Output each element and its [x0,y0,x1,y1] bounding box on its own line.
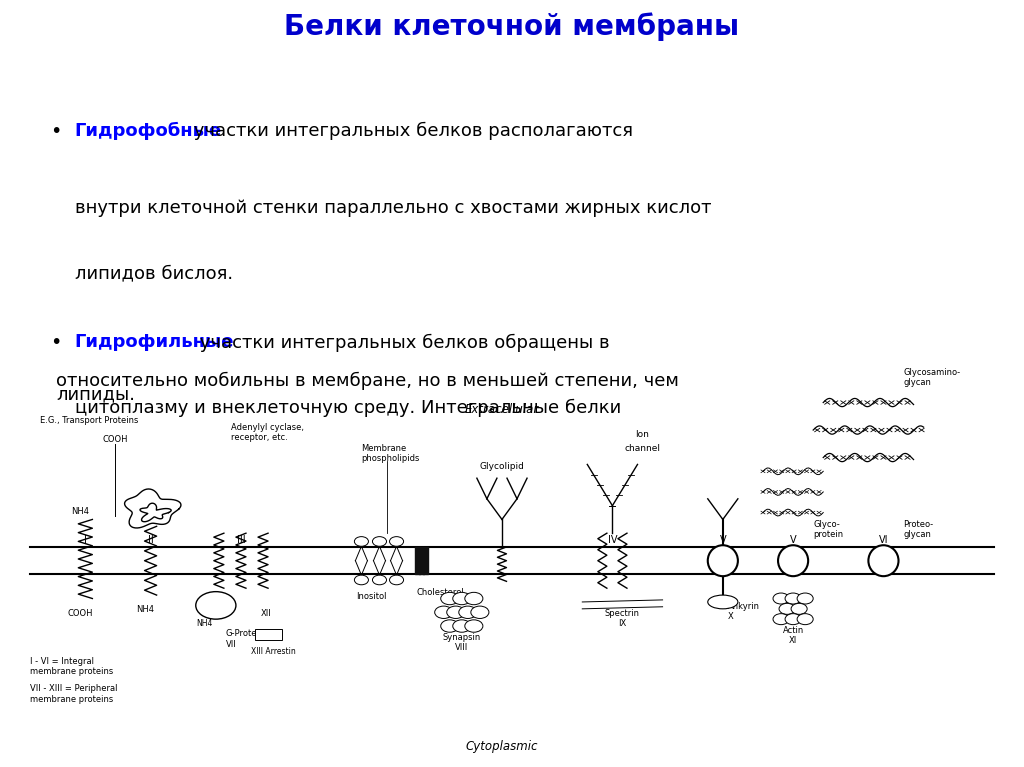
Text: относительно мобильны в мембране, но в меньшей степени, чем: относительно мобильны в мембране, но в м… [56,371,679,390]
Text: IX: IX [618,619,627,628]
Text: II: II [147,535,154,545]
Circle shape [354,575,369,584]
Text: Spectrin: Spectrin [605,609,640,617]
Text: участки интегральных белков располагаются: участки интегральных белков располагаютс… [187,122,633,140]
Circle shape [453,620,471,632]
Text: XII: XII [261,609,271,617]
Text: I - VI = Integral
membrane proteins: I - VI = Integral membrane proteins [30,657,114,676]
Circle shape [373,575,386,584]
Text: Inositol: Inositol [356,591,387,601]
Text: Ion: Ion [636,430,649,439]
Text: glycan: glycan [903,378,932,387]
Text: участки интегральных белков обращены в: участки интегральных белков обращены в [195,334,610,351]
Circle shape [354,537,369,546]
Text: •: • [50,122,61,141]
Text: Synapsin: Synapsin [442,633,481,642]
Circle shape [389,537,403,546]
Text: V: V [720,535,726,545]
Text: Adenylyl cyclase,: Adenylyl cyclase, [230,423,304,432]
Circle shape [440,620,459,632]
Text: Actin: Actin [782,626,804,635]
Text: VII: VII [226,640,237,649]
Text: Glyco-
protein: Glyco- protein [813,520,844,539]
Ellipse shape [708,545,738,576]
Circle shape [797,593,813,604]
Text: Ankyrin: Ankyrin [728,602,760,611]
Text: Гидрофильные: Гидрофильные [75,334,234,351]
Text: G: G [212,601,220,611]
Text: Proteо-
glycan: Proteо- glycan [903,520,934,539]
Circle shape [471,606,488,618]
Circle shape [440,592,459,604]
Circle shape [773,614,790,624]
FancyBboxPatch shape [255,629,282,640]
Text: Белки клеточной мембраны: Белки клеточной мембраны [285,12,739,41]
Text: V: V [790,535,797,545]
Ellipse shape [708,595,738,609]
Text: VI: VI [879,535,888,545]
Text: XI: XI [788,636,798,645]
Text: E.G., Transport Proteins: E.G., Transport Proteins [40,416,138,425]
Text: Гидрофобные: Гидрофобные [75,122,221,140]
Text: •: • [50,334,61,352]
Text: IV: IV [607,535,617,545]
Text: X: X [728,612,733,621]
Text: NH4: NH4 [72,507,89,516]
Text: XIII Arrestin: XIII Arrestin [251,647,296,656]
Text: Cytoplasmic: Cytoplasmic [466,740,539,753]
Ellipse shape [868,545,898,576]
Text: I: I [84,535,87,545]
Circle shape [773,593,790,604]
Text: receptor, etc.: receptor, etc. [230,433,288,443]
Text: Glycosaminо-: Glycosaminо- [903,368,961,377]
Text: channel: channel [625,443,660,453]
Circle shape [785,614,801,624]
Circle shape [465,592,483,604]
Text: G-Protein: G-Protein [226,630,265,638]
Circle shape [389,575,403,584]
Ellipse shape [778,545,808,576]
Text: цитоплазму и внеклеточную среду. Интегральные белки: цитоплазму и внеклеточную среду. Интегра… [75,398,621,416]
Text: Glycolipid: Glycolipid [479,463,524,471]
Text: Membrane: Membrane [361,443,407,453]
Text: COOH: COOH [68,609,93,618]
Circle shape [465,620,483,632]
Text: липиды.: липиды. [56,385,135,403]
Circle shape [779,604,795,614]
Text: VII - XIII = Peripheral
membrane proteins: VII - XIII = Peripheral membrane protein… [30,684,118,704]
Text: липидов бислоя.: липидов бислоя. [75,264,232,282]
Circle shape [435,606,453,618]
Text: GRK: GRK [260,630,276,639]
Circle shape [453,592,471,604]
Circle shape [792,604,807,614]
Text: Extracellular: Extracellular [465,403,539,416]
Text: внутри клеточной стенки параллельно с хвостами жирных кислот: внутри клеточной стенки параллельно с хв… [75,199,711,217]
Circle shape [446,606,465,618]
Text: VIII: VIII [456,643,468,652]
Text: III: III [237,535,246,545]
Circle shape [785,593,801,604]
Text: Cholesterol: Cholesterol [417,588,464,597]
Circle shape [196,591,236,619]
Circle shape [459,606,477,618]
Text: phospholipids: phospholipids [361,454,420,463]
Circle shape [373,537,386,546]
Text: COOH: COOH [102,435,128,444]
Text: NH4: NH4 [196,619,212,628]
Text: NH4: NH4 [136,605,155,614]
Circle shape [797,614,813,624]
